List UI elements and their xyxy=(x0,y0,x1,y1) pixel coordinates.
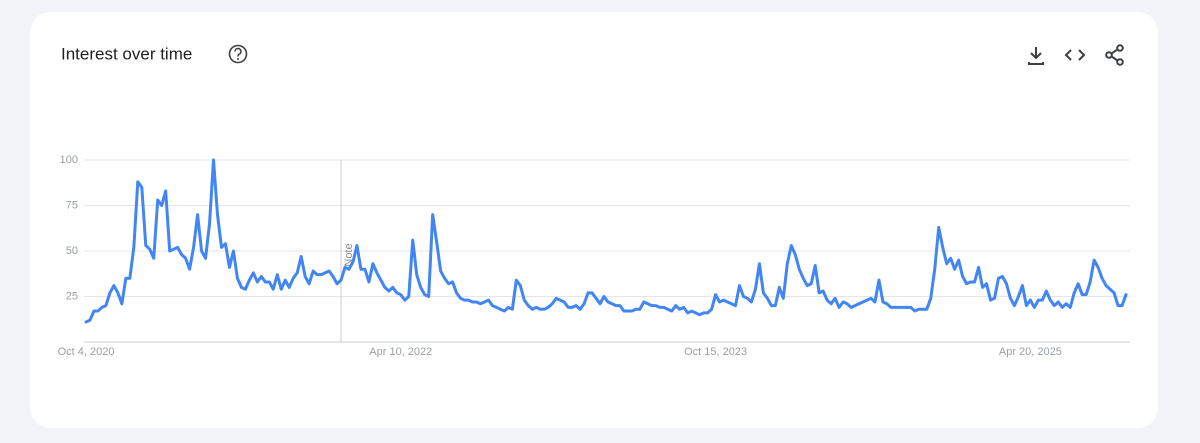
share-node xyxy=(1116,58,1124,66)
x-tick-label: Oct 4, 2020 xyxy=(58,346,115,358)
y-tick-label: 50 xyxy=(66,245,78,257)
y-tick-label: 25 xyxy=(66,290,78,302)
download-icon[interactable] xyxy=(1028,47,1044,65)
x-tick-label: Apr 20, 2025 xyxy=(999,346,1062,358)
embed-glyph xyxy=(1064,49,1086,61)
download-glyph xyxy=(1028,47,1044,65)
line-series xyxy=(84,158,1128,324)
help-mark xyxy=(234,47,242,57)
chart-title: Interest over time xyxy=(61,44,192,63)
y-tick-label: 75 xyxy=(66,199,78,211)
share-links xyxy=(1110,48,1119,62)
x-tick-label: Apr 10, 2022 xyxy=(369,346,432,358)
y-tick-label: 100 xyxy=(60,154,78,166)
x-tick-label: Oct 15, 2023 xyxy=(684,346,747,358)
share-node xyxy=(1105,51,1113,59)
help-circle xyxy=(228,44,248,64)
help-dot xyxy=(237,58,239,60)
embed-icon[interactable] xyxy=(1064,49,1086,61)
help-icon[interactable] xyxy=(228,44,248,64)
share-node xyxy=(1116,44,1124,52)
share-icon[interactable] xyxy=(1105,44,1124,66)
